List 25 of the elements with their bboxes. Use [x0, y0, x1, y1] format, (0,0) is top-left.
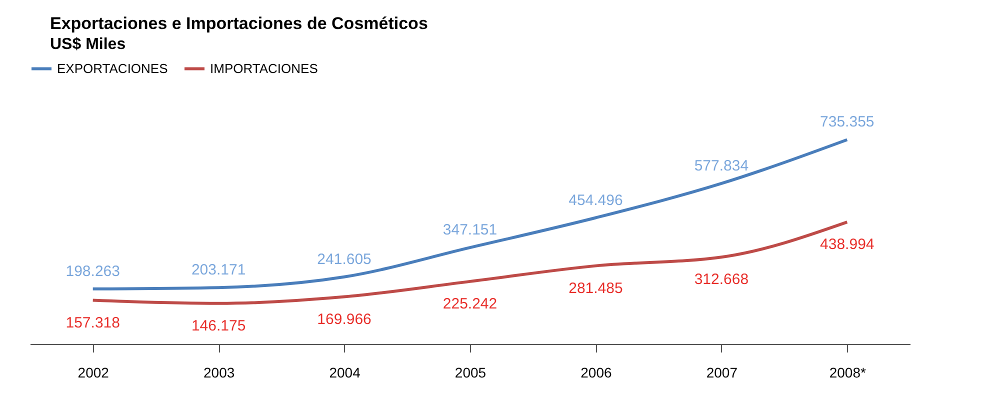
- data-label: 577.834: [694, 157, 749, 174]
- data-label: 735.355: [820, 114, 874, 131]
- legend-label: EXPORTACIONES: [57, 60, 168, 76]
- x-tick-label: 2005: [454, 364, 486, 380]
- data-label: 225.242: [442, 295, 498, 312]
- data-label: 281.485: [568, 280, 623, 297]
- data-label: 312.668: [694, 271, 749, 288]
- data-label: 241.605: [317, 250, 372, 268]
- data-label: 169.966: [317, 310, 372, 328]
- data-label: 454.496: [568, 192, 623, 209]
- data-label: 146.175: [191, 317, 246, 334]
- chart-title: Exportaciones e Importaciones de Cosméticos: [50, 14, 428, 33]
- x-tick-label: 2002: [78, 364, 110, 380]
- data-label: 347.151: [442, 222, 498, 239]
- data-label: 157.318: [66, 314, 120, 332]
- x-tick-label: 2007: [706, 364, 738, 380]
- chart-subtitle: US$ Miles: [50, 36, 126, 53]
- x-tick-label: 2003: [203, 364, 235, 380]
- x-tick-label: 2008*: [829, 364, 866, 380]
- data-label: 198.263: [66, 262, 120, 280]
- data-label: 438.994: [820, 236, 874, 254]
- x-tick-label: 2004: [329, 364, 361, 380]
- x-tick-label: 2006: [580, 364, 612, 380]
- data-label: 203.171: [191, 262, 246, 279]
- legend-label: IMPORTACIONES: [210, 60, 318, 76]
